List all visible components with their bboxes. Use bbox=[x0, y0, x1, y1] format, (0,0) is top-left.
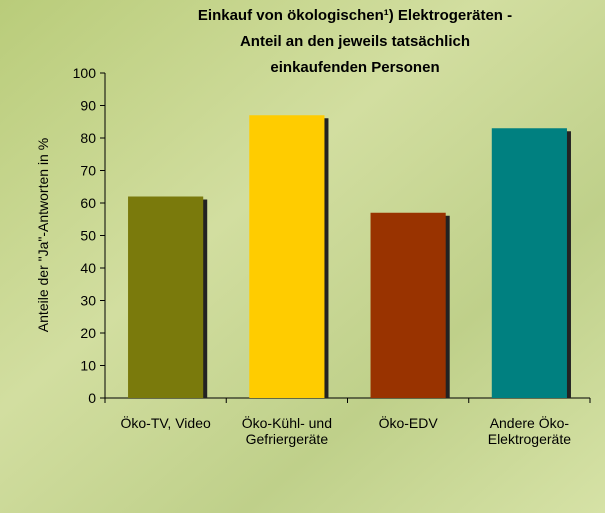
y-tick-label: 10 bbox=[80, 358, 96, 374]
y-tick-label: 20 bbox=[80, 325, 96, 341]
y-tick-label: 40 bbox=[80, 260, 96, 276]
page: Einkauf von ökologischen¹) Elektrogeräte… bbox=[0, 0, 605, 513]
bar bbox=[492, 128, 567, 398]
y-tick-label: 50 bbox=[80, 228, 96, 244]
x-tick-label: Andere Öko-Elektrogeräte bbox=[488, 414, 571, 447]
y-tick-label: 70 bbox=[80, 163, 96, 179]
bar bbox=[249, 115, 324, 398]
bar bbox=[371, 213, 446, 398]
chart: Einkauf von ökologischen¹) Elektrogeräte… bbox=[0, 0, 605, 513]
x-tick-label: Öko-EDV bbox=[379, 414, 439, 431]
x-tick-label: Öko-TV, Video bbox=[120, 414, 210, 431]
y-tick-label: 80 bbox=[80, 130, 96, 146]
y-tick-label: 30 bbox=[80, 293, 96, 309]
y-tick-label: 0 bbox=[88, 390, 96, 406]
y-tick-label: 100 bbox=[73, 65, 97, 81]
bar bbox=[128, 197, 203, 399]
y-tick-label: 60 bbox=[80, 195, 96, 211]
y-axis-label: Anteile der "Ja"-Antworten in % bbox=[35, 138, 51, 332]
y-tick-label: 90 bbox=[80, 98, 96, 114]
